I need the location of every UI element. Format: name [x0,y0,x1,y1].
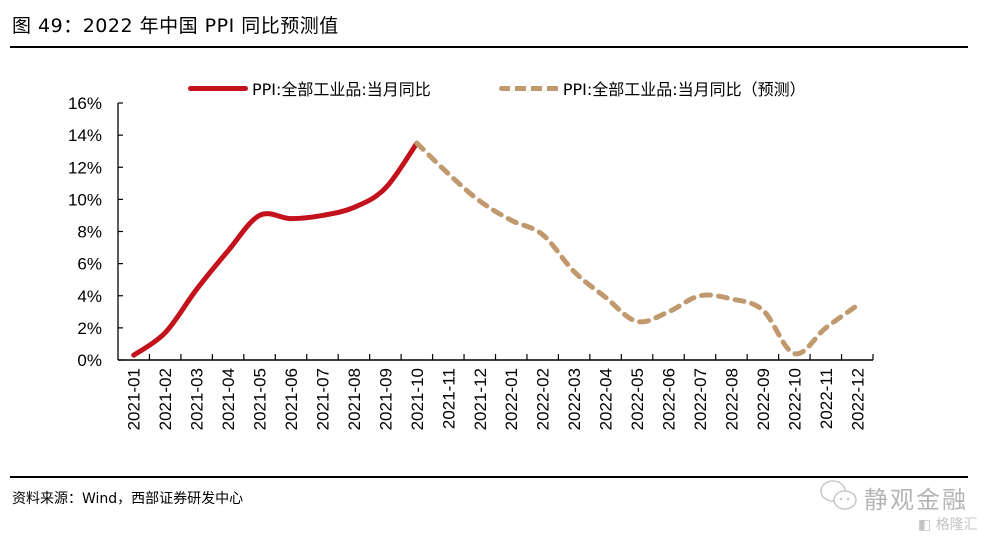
y-tick-label: 6% [77,255,102,274]
legend-swatch-solid [188,85,248,91]
x-tick-label: 2021-06 [282,368,301,430]
x-tick-label: 2021-12 [471,368,490,430]
series-line-actual [131,140,420,358]
bottom-rule [10,476,968,478]
gelonghui-logo-icon: ◧ [918,517,932,533]
watermark-sub-text: ◧ 格隆汇 [918,514,978,534]
x-tick-label: 2022-05 [628,368,647,430]
y-axis: 0% 2% 4% 6% 8% 10% 12% 14% 16% [68,94,123,370]
x-tick-label: 2022-01 [502,368,521,430]
y-tick-label: 8% [77,223,102,242]
x-tick-label: 2021-09 [376,368,395,430]
chart-legend: PPI:全部工业品:当月同比 PPI:全部工业品:当月同比（预测） [188,76,874,100]
y-tick-label: 2% [77,319,102,338]
y-tick-label: 10% [68,190,102,209]
y-tick-label: 0% [77,351,102,370]
top-rule [10,46,968,48]
y-tick-label: 4% [77,287,102,306]
y-tick-label: 12% [68,158,102,177]
x-tick-label: 2022-06 [660,368,679,430]
legend-label-actual: PPI:全部工业品:当月同比 [252,80,431,99]
legend-item-forecast: PPI:全部工业品:当月同比（预测） [498,76,806,100]
x-tick-label: 2022-04 [597,368,616,430]
x-tick-label: 2021-01 [125,368,144,430]
x-tick-label: 2021-03 [188,368,207,430]
x-tick-label: 2021-10 [408,368,427,430]
series-layer [131,140,860,358]
x-tick-label: 2022-03 [565,368,584,430]
legend-item-actual: PPI:全部工业品:当月同比 [188,76,431,100]
x-tick-label: 2022-10 [785,368,804,430]
x-tick-label: 2022-09 [754,368,773,430]
watermark-sub-label: 格隆汇 [935,517,978,533]
x-tick-label: 2022-02 [534,368,553,430]
x-tick-label: 2022-12 [848,368,867,430]
source-note: 资料来源：Wind，西部证券研发中心 [12,491,244,507]
watermark-main-text: 静观金融 [864,486,968,514]
x-tick-label: 2021-04 [219,368,238,430]
series-line-forecast [414,140,860,357]
legend-swatch-dashed [498,85,559,91]
x-tick-label: 2021-07 [313,368,332,430]
x-tick-label: 2021-11 [439,368,458,429]
x-tick-label: 2022-11 [817,368,836,429]
figure-title: 图 49：2022 年中国 PPI 同比预测值 [12,15,339,37]
x-tick-label: 2021-05 [251,368,270,430]
line-chart: 0%2%4%6%8%10%12%14%16% 2021-01 2021-02 202… [68,94,874,430]
x-tick-label: 2022-08 [722,368,741,430]
wechat-icon [820,480,857,510]
x-axis: 2021-01 2021-02 2021-03 2021-04 2021-05 2021-… [118,354,874,430]
y-tick-label: 14% [68,126,102,145]
y-tick-label: 16% [68,94,102,113]
legend-label-forecast: PPI:全部工业品:当月同比（预测） [562,80,806,99]
x-tick-label: 2021-08 [345,368,364,430]
x-tick-label: 2022-07 [691,368,710,430]
x-tick-label: 2021-02 [156,368,175,430]
